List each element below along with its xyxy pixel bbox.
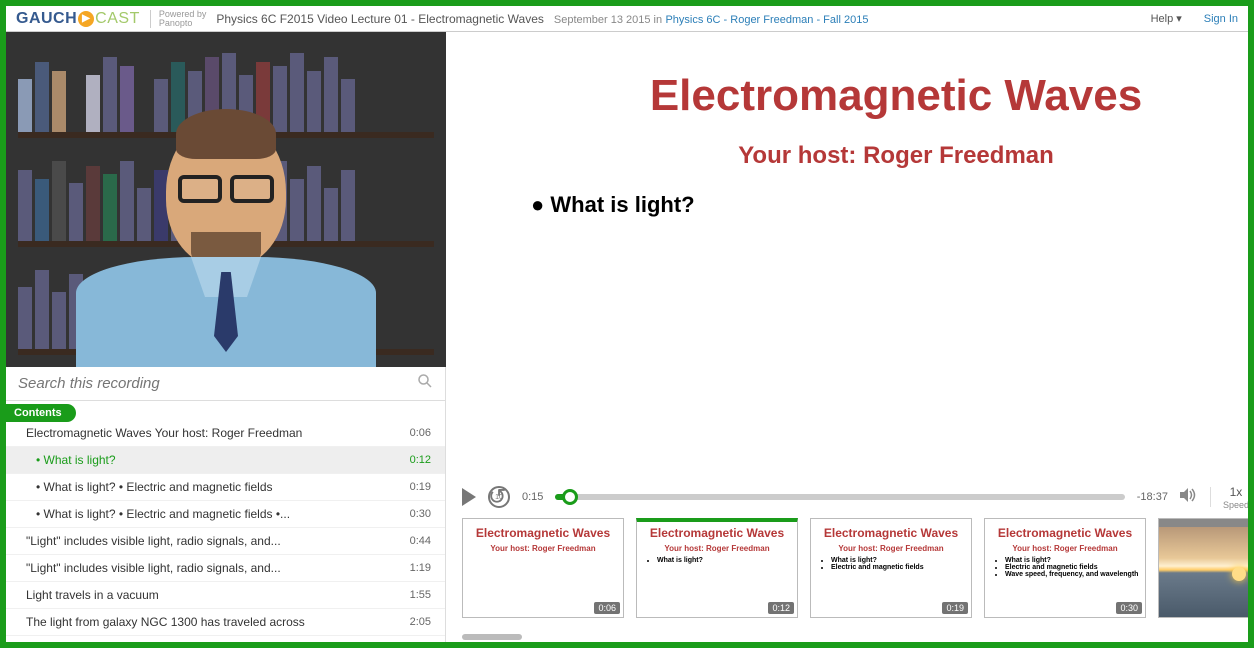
toc-row-text: Light travels in a vacuum	[26, 588, 410, 602]
remaining-time: -18:37	[1137, 491, 1168, 503]
rewind-button[interactable]: 10	[488, 486, 510, 508]
left-panel: Contents Electromagnetic Waves Your host…	[6, 32, 446, 642]
toc-row[interactable]: • What is light? • Electric and magnetic…	[6, 474, 445, 501]
recording-date: September 13 2015 in	[554, 14, 662, 26]
current-time: 0:15	[522, 491, 543, 503]
toc-row[interactable]: The light from galaxy NGC 1300 has trave…	[6, 609, 445, 636]
slide-subtitle: Your host: Roger Freedman	[496, 142, 1248, 170]
thumb-subtitle: Your host: Roger Freedman	[817, 544, 965, 553]
toc-row-text: The light from galaxy NGC 1300 has trave…	[26, 615, 410, 629]
toc-row[interactable]: Electromagnetic Waves Your host: Roger F…	[6, 420, 445, 447]
playback-controls: 10 0:15 -18:37 1x Speed Quality Hi	[446, 482, 1248, 512]
help-menu[interactable]: Help ▾	[1151, 12, 1182, 25]
speed-control[interactable]: 1x Speed	[1223, 485, 1248, 510]
thumb-title: Electromagnetic Waves	[817, 527, 965, 540]
thumb-subtitle: Your host: Roger Freedman	[643, 544, 791, 553]
slide-thumbnail[interactable]: Electromagnetic Waves Your host: Roger Fr…	[462, 518, 624, 618]
volume-icon[interactable]	[1180, 488, 1198, 507]
presenter-figure	[76, 117, 376, 367]
logo: GAUCH ▶ CAST	[16, 10, 140, 28]
search-icon[interactable]	[417, 373, 433, 394]
timeline-slider[interactable]	[555, 494, 1124, 500]
toc-row-text: "Light" includes visible light, radio si…	[26, 561, 410, 575]
help-label: Help	[1151, 13, 1174, 25]
right-panel: Electromagnetic Waves Your host: Roger F…	[446, 32, 1248, 642]
slide-thumbnail[interactable]: Electromagnetic Waves Your host: Roger Fr…	[636, 518, 798, 618]
thumb-timestamp: 0:19	[942, 602, 968, 614]
toc-row-text: • What is light? • Electric and magnetic…	[36, 480, 410, 494]
page-title: Physics 6C F2015 Video Lecture 01 - Elec…	[216, 12, 544, 26]
toc-row-time: 0:19	[410, 481, 431, 493]
slide-bullet: What is light?	[531, 192, 1248, 218]
chevron-down-icon: ▾	[1176, 12, 1182, 25]
thumb-bullets: What is light?Electric and magnetic fiel…	[1005, 557, 1139, 578]
thumb-title: Electromagnetic Waves	[469, 527, 617, 540]
toc-row[interactable]: Light travels in a vacuum1:55	[6, 582, 445, 609]
toc-row[interactable]: "Light" includes visible light, radio si…	[6, 528, 445, 555]
thumb-timestamp: 0:12	[768, 602, 794, 614]
powered-line2: Panopto	[159, 18, 193, 28]
logo-text-right: CAST	[95, 10, 140, 28]
search-input[interactable]	[18, 375, 417, 392]
thumb-bullets: What is light?	[657, 557, 791, 564]
toc-row-time: 1:19	[410, 562, 431, 574]
speed-value: 1x	[1230, 485, 1243, 499]
header-bar: GAUCH ▶ CAST Powered by Panopto Physics …	[6, 6, 1248, 32]
toc-row-time: 0:06	[410, 427, 431, 439]
main-slide: Electromagnetic Waves Your host: Roger F…	[446, 32, 1248, 482]
thumb-bullets: What is light?Electric and magnetic fiel…	[831, 557, 965, 571]
search-bar	[6, 367, 445, 401]
toc-row-text: Electromagnetic Waves Your host: Roger F…	[26, 426, 410, 440]
play-button[interactable]	[462, 488, 476, 506]
thumb-subtitle: Your host: Roger Freedman	[991, 544, 1139, 553]
toc-row[interactable]: "Light" includes visible light, radio si…	[6, 555, 445, 582]
toc-row-time: 0:12	[410, 454, 431, 466]
logo-text-left: GAUCH	[16, 10, 77, 28]
toc-row-text: "Light" includes visible light, radio si…	[26, 534, 410, 548]
powered-by: Powered by Panopto	[150, 10, 207, 28]
toc-row-time: 0:44	[410, 535, 431, 547]
logo-play-icon: ▶	[78, 11, 94, 27]
slide-title: Electromagnetic Waves	[496, 72, 1248, 120]
signin-link[interactable]: Sign In	[1204, 13, 1238, 25]
presenter-video[interactable]	[6, 32, 446, 367]
slide-thumbnail[interactable]	[1158, 518, 1248, 618]
thumb-timestamp: 0:06	[594, 602, 620, 614]
contents-list[interactable]: Electromagnetic Waves Your host: Roger F…	[6, 420, 445, 642]
thumb-title: Electromagnetic Waves	[643, 527, 791, 540]
contents-tab-row: Contents	[6, 401, 445, 420]
toc-row[interactable]: • What is light?0:12	[6, 447, 445, 474]
speed-label: Speed	[1223, 500, 1248, 510]
toc-row-text: • What is light? • Electric and magnetic…	[36, 507, 410, 521]
rewind-seconds: 10	[495, 494, 503, 501]
slide-thumbnail[interactable]: Electromagnetic Waves Your host: Roger Fr…	[984, 518, 1146, 618]
horizontal-scrollbar[interactable]	[462, 634, 522, 640]
app-frame: GAUCH ▶ CAST Powered by Panopto Physics …	[0, 0, 1254, 648]
course-link[interactable]: Physics 6C - Roger Freedman - Fall 2015	[665, 14, 868, 26]
toc-row-text: • What is light?	[36, 453, 410, 467]
thumb-timestamp: 0:30	[1116, 602, 1142, 614]
slide-thumbnail[interactable]: Electromagnetic Waves Your host: Roger Fr…	[810, 518, 972, 618]
toc-row[interactable]: • What is light? • Electric and magnetic…	[6, 501, 445, 528]
thumbnail-strip[interactable]: Electromagnetic Waves Your host: Roger Fr…	[446, 512, 1248, 642]
toc-row-time: 1:55	[410, 589, 431, 601]
thumb-subtitle: Your host: Roger Freedman	[469, 544, 617, 553]
toc-row-time: 2:05	[410, 616, 431, 628]
toc-row-time: 0:30	[410, 508, 431, 520]
thumb-title: Electromagnetic Waves	[991, 527, 1139, 540]
